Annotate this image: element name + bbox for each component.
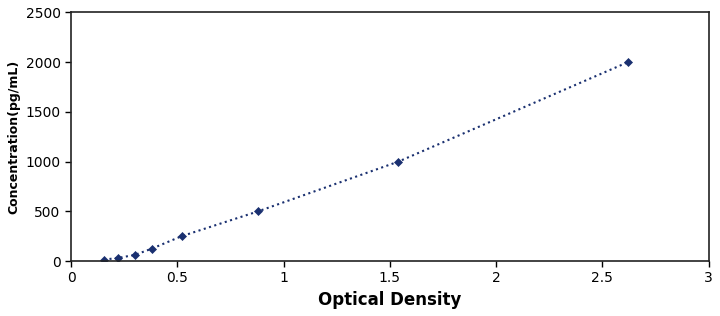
Y-axis label: Concentration(pg/mL): Concentration(pg/mL)	[7, 60, 20, 214]
X-axis label: Optical Density: Optical Density	[318, 291, 462, 309]
